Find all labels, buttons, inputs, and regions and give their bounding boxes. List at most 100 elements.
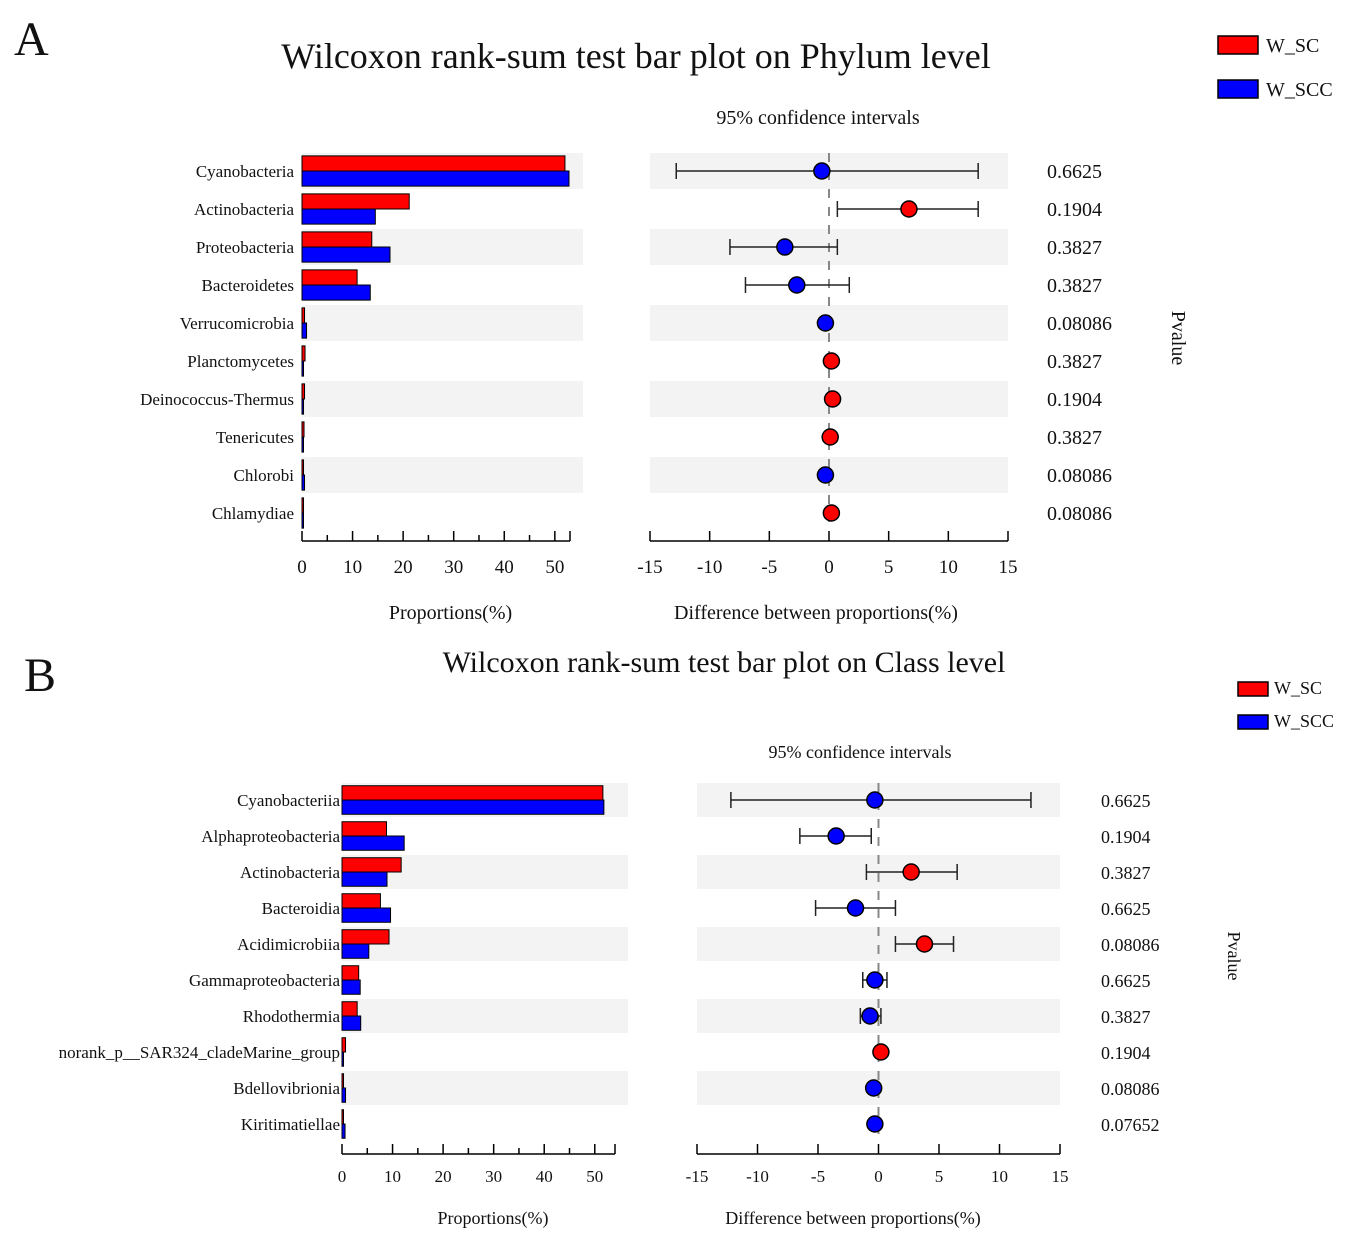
panel-b-legend-label-scc: W_SCC [1274,711,1334,731]
panel-a-bar-sc [301,421,305,438]
panel-b-pvalue-text: 0.08086 [1101,1079,1160,1099]
panel-a-pvalue-text: 0.1904 [1047,389,1102,411]
panel-a-difference-point [822,352,841,370]
panel-b-bar-sc [341,1109,344,1125]
panel-a-bar-sc [301,193,410,210]
panel-b-bar-tick-label: 0 [338,1167,347,1186]
panel-b-difference-point [872,1043,890,1061]
panel-a-bar-tick-label: 50 [545,557,564,578]
panel-a-bar-scc [301,170,570,187]
panel-a-bar-tick-label: 10 [343,557,362,578]
panel-b-category-label: Kiritimatiellae [241,1115,340,1134]
panel-b-band-left [342,1071,628,1105]
panel-a-category-label: Verrucomicrobia [180,314,295,333]
panel-a-band-left [302,457,583,493]
panel-b-diff-tick-label: -5 [811,1167,825,1186]
panel-b-legend-swatch-sc [1237,681,1269,697]
panel-a-diff-tick-label: 0 [824,557,834,578]
panel-b-difference-point [902,863,920,881]
panel-b-category-label: norank_p__SAR324_cladeMarine_group [59,1043,340,1062]
panel-a-difference-point [816,466,835,484]
panel-a-legend-label-sc: W_SC [1266,35,1319,57]
panel-a-category-label: Tenericutes [216,428,294,447]
panel-b-pvalue-text: 0.1904 [1101,827,1151,847]
panel-a-pvalue-axis-label: Pvalue [1167,311,1189,366]
panel-a-difference-point [788,276,806,294]
panel-b-difference-point [861,1007,879,1025]
panel-b-bar-scc [341,907,392,923]
panel-a-category-label: Chlamydiae [212,504,294,523]
panel-b-bar-scc [341,1051,345,1067]
panel-b-category-label: Actinobacteria [240,863,341,882]
panel-b-bar-tick-label: 40 [536,1167,553,1186]
panel-a-bar-sc [301,345,306,362]
panel-a-bar-sc [301,269,358,286]
panel-b-category-label: Bdellovibrionia [233,1079,340,1098]
panel-a-pvalue-text: 0.08086 [1047,465,1112,487]
panel-a-category-label: Bacteroidetes [201,276,294,295]
panel-a-difference-point [900,200,918,218]
panel-b-ci-title: 95% confidence intervals [769,742,952,762]
panel-a-bar-scc [301,360,305,377]
panel-b-band-left [342,999,628,1033]
panel-b-pvalue-text: 0.3827 [1101,863,1151,883]
panel-b-bar-tick-label: 10 [384,1167,401,1186]
panel-b-pvalue-text: 0.07652 [1101,1115,1160,1135]
panel-b-difference-point [915,935,934,953]
panel-a-pvalue-text: 0.08086 [1047,503,1112,525]
panel-b-diff-tick-label: 0 [874,1167,883,1186]
panel-a-category-label: Deinococcus-Thermus [140,390,294,409]
panel-a-diff-tick-label: -15 [637,557,662,578]
panel-b-diff-xlabel: Difference between proportions(%) [725,1208,981,1229]
panel-b-category-label: Bacteroidia [262,899,341,918]
panel-b-bar-tick-label: 50 [586,1167,603,1186]
panel-a-bar-scc [301,284,371,301]
panel-a-bar-xlabel: Proportions(%) [389,602,512,624]
panel-a-bar-tick-label: 30 [444,557,463,578]
panel-a-diff-tick-label: 10 [939,557,958,578]
panel-a-bar-scc [301,246,391,263]
panel-b-category-label: Cyanobacteriia [237,791,340,810]
panel-b-bar-scc [341,1087,347,1103]
panel-b-legend-label-sc: W_SC [1274,678,1322,698]
panel-b-diff-tick-label: -10 [746,1167,769,1186]
panel-a-diff-tick-label: -10 [697,557,722,578]
panel-a-legend-swatch-scc [1217,79,1259,99]
panel-b-diff-tick-label: 15 [1052,1167,1069,1186]
panel-a-difference-point [816,314,835,332]
panel-a-category-label: Chlorobi [234,466,295,485]
panel-a-bar-scc [301,208,376,225]
panel-a-category-label: Cyanobacteria [196,162,295,181]
panel-b-bar-scc [341,943,370,959]
panel-b-bar-sc [341,929,390,945]
panel-b-pvalue-text: 0.6625 [1101,791,1151,811]
panel-a-diff-tick-label: -5 [761,557,777,578]
panel-b-category-label: Gammaproteobacteria [189,971,340,990]
panel-b-bar-scc [341,835,405,851]
panel-a-diff-xlabel: Difference between proportions(%) [674,602,958,624]
panel-a-difference-point [822,504,841,522]
panel-b-bar-sc [341,857,402,873]
panel-b-bar-tick-label: 20 [435,1167,452,1186]
panel-a-bar-scc [301,322,308,339]
panel-b-bar-scc [341,1123,346,1139]
panel-b-bar-scc [341,871,388,887]
panel-a-bar-scc [301,512,304,529]
panel-b-difference-point [866,1115,884,1133]
panel-a-bar-scc [301,436,304,453]
panel-b-difference-point [866,971,884,989]
panel-b-bar-sc [341,965,360,981]
panel-a-difference-point [823,390,842,408]
panel-a-pvalue-text: 0.08086 [1047,313,1112,335]
panel-a-pvalue-text: 0.1904 [1047,199,1102,221]
panel-a-category-label: Planctomycetes [187,352,294,371]
panel-a-pvalue-text: 0.3827 [1047,351,1102,373]
panel-b-bar-scc [341,799,605,815]
panel-a-bar-tick-label: 40 [495,557,514,578]
panel-a-category-label: Proteobacteria [196,238,295,257]
panel-letter-b: B [24,649,57,702]
panel-b-bar-sc [341,1001,358,1017]
panel-b-pvalue-text: 0.3827 [1101,1007,1151,1027]
panel-a-bar-sc [301,155,566,172]
